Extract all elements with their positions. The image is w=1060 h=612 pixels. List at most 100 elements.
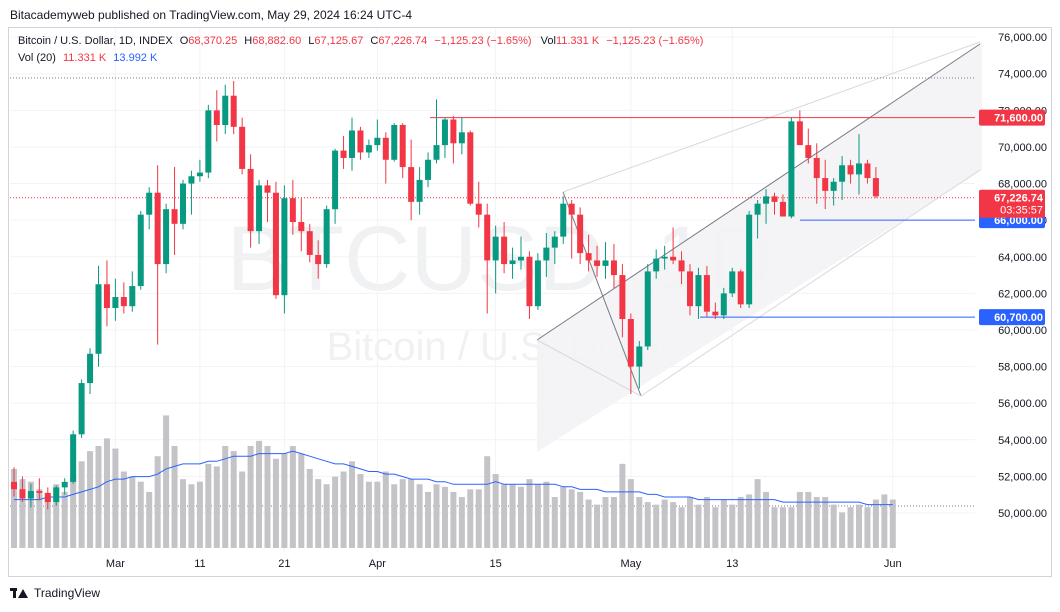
- volume-bar: [391, 484, 398, 548]
- candle-body: [87, 353, 94, 384]
- volume-bar: [703, 497, 710, 548]
- candle-body: [433, 145, 440, 160]
- level-tag-label: 66,000.00: [994, 215, 1043, 227]
- candle-body: [365, 145, 372, 153]
- legend-vol20-label: Vol (20): [18, 52, 56, 64]
- x-tick-label: 21: [278, 558, 290, 570]
- volume-bar: [830, 504, 837, 548]
- volume-bar: [196, 481, 203, 548]
- candle-body: [839, 165, 846, 182]
- candle-body: [61, 481, 68, 488]
- volume-bar: [856, 504, 862, 548]
- candle-body: [44, 492, 51, 503]
- candle-body: [78, 383, 85, 435]
- volume-bar: [670, 502, 677, 548]
- candle-body: [805, 145, 812, 158]
- volume-bar: [222, 446, 229, 548]
- candle-body: [70, 434, 77, 482]
- channel-mid-line: [536, 43, 981, 341]
- candles: [11, 81, 879, 510]
- candle-body: [788, 121, 795, 217]
- candle-body: [36, 491, 43, 493]
- volume-bar: [53, 484, 60, 548]
- volume-bar: [416, 484, 423, 548]
- volume-bar: [610, 497, 617, 548]
- y-tick-label: 76,000.00: [998, 32, 1047, 44]
- candle-body: [205, 110, 212, 173]
- candle-body: [188, 176, 195, 184]
- volume-bar: [112, 448, 119, 548]
- volume-bar: [864, 507, 871, 548]
- volume-bar: [509, 484, 516, 548]
- chart-frame[interactable]: [8, 27, 1052, 577]
- volume-bar: [188, 484, 195, 548]
- legend-vol20-a: 11.331 K: [62, 52, 107, 64]
- candle-body: [670, 256, 677, 261]
- level-tag: [979, 309, 1045, 326]
- volume-bar: [534, 484, 541, 548]
- candle-body: [289, 198, 296, 222]
- candle-body: [306, 231, 313, 255]
- volume-bar: [433, 484, 440, 548]
- candle-body: [712, 311, 719, 316]
- volume-bar: [103, 438, 110, 548]
- volume-bar: [19, 479, 26, 548]
- x-tick-label: 13: [726, 558, 738, 570]
- time-axis[interactable]: Mar 11 21 Apr 15 May 13 Jun: [106, 558, 902, 570]
- legend-close: 67,226.74: [378, 35, 428, 47]
- last-price-tag: [979, 189, 1045, 218]
- volume-bar: [839, 512, 846, 548]
- volume-ma-line: [14, 450, 893, 506]
- volume-bar: [399, 479, 406, 548]
- candle-body: [315, 254, 322, 265]
- volume-bar: [95, 446, 102, 548]
- volume-bar: [382, 471, 389, 548]
- price-levels: [10, 117, 975, 318]
- candle-body: [467, 132, 474, 204]
- candle-body: [484, 214, 491, 261]
- candle-body: [11, 481, 17, 490]
- candle-body: [196, 172, 203, 177]
- footer[interactable]: TradingView: [10, 586, 100, 600]
- volume-bar: [501, 484, 508, 548]
- candle-body: [678, 260, 685, 272]
- volume-bar: [154, 456, 161, 548]
- candle-body: [416, 179, 423, 202]
- volume-bar: [475, 489, 482, 548]
- y-tick-label: 62,000.00: [998, 288, 1047, 300]
- candle-body: [813, 157, 820, 179]
- volume-bar: [357, 474, 364, 548]
- channel-upper-line: [562, 41, 981, 193]
- footer-brand: TradingView: [34, 586, 101, 600]
- candle-body: [103, 284, 110, 309]
- volume-bar: [847, 507, 854, 548]
- candle-body: [230, 95, 237, 127]
- legend-o-label: O: [179, 35, 189, 47]
- y-tick-label: 54,000.00: [998, 435, 1047, 447]
- y-tick-label: 58,000.00: [998, 362, 1047, 374]
- candle-body: [281, 198, 288, 296]
- volume-bar: [551, 497, 558, 548]
- legend-high: 68,882.60: [252, 35, 302, 47]
- candle-body: [644, 271, 651, 347]
- candle-body: [19, 489, 26, 499]
- volume-bar: [746, 494, 753, 548]
- candle-body: [577, 214, 584, 254]
- volume-bar: [872, 499, 879, 548]
- y-tick-label: 50,000.00: [998, 508, 1047, 520]
- candle-body: [695, 275, 702, 307]
- candle-body: [779, 201, 786, 217]
- volume-bar: [737, 497, 744, 548]
- price-axis[interactable]: 50,000.00 52,000.00 54,000.00 56,000.00 58,0…: [998, 32, 1047, 520]
- volume-bar: [492, 474, 499, 548]
- volume-bar: [526, 479, 533, 548]
- candle-body: [661, 256, 668, 259]
- legend-volume: Vol (20) 11.331 K 13.992 K: [18, 52, 157, 64]
- volume-bar: [27, 481, 34, 548]
- volume-bar: [889, 499, 896, 548]
- legend-l-label: L: [308, 35, 315, 47]
- candle-body: [349, 130, 355, 158]
- volume-bar: [458, 497, 465, 548]
- volume-bar: [560, 486, 567, 548]
